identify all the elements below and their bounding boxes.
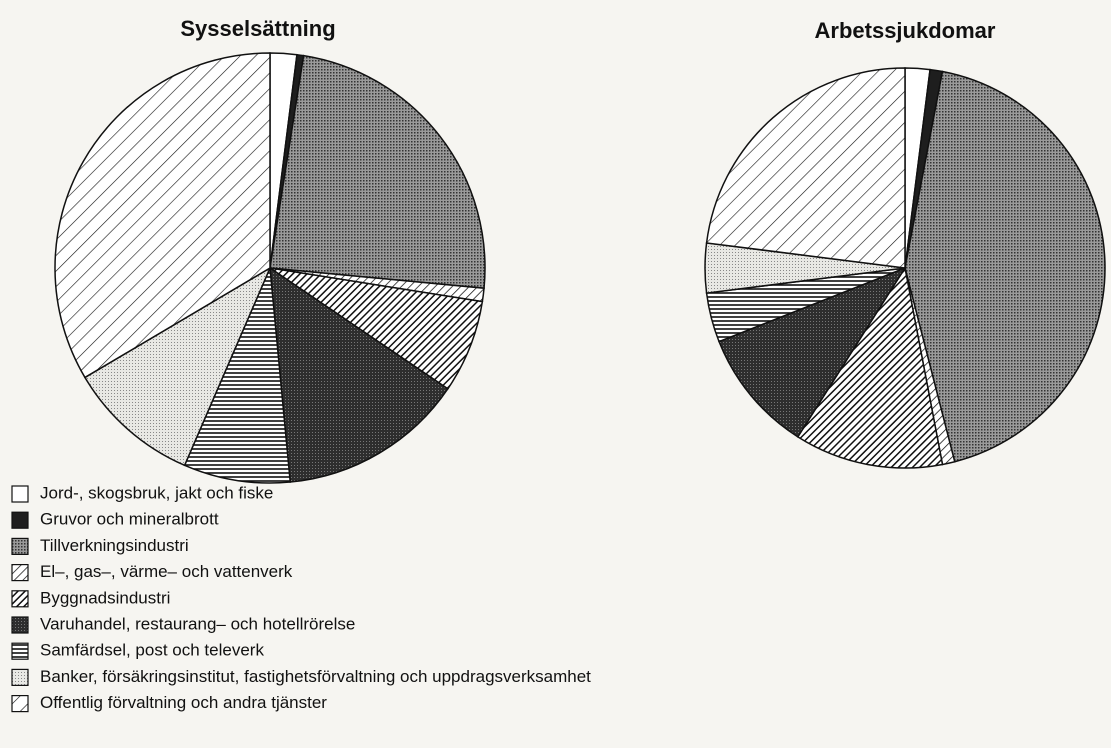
legend-swatch — [11, 616, 29, 634]
legend-swatch — [11, 642, 29, 660]
chart-title: Arbetssjukdomar — [815, 18, 996, 43]
legend-label: Tillverkningsindustri — [40, 536, 189, 555]
pie-slice — [718, 266, 907, 438]
pie-slice — [54, 52, 271, 379]
legend-label: Samfärdsel, post och televerk — [40, 641, 264, 660]
pie-slice — [269, 54, 486, 290]
legend-swatch — [11, 511, 29, 529]
legend-label: Byggnadsindustri — [40, 588, 170, 607]
legend-label: Banker, försäkringsinstitut, fastighetsf… — [40, 667, 591, 686]
legend-label: Gruvor och mineralbrott — [40, 510, 219, 529]
legend-swatch — [11, 694, 29, 713]
pie-slice — [705, 67, 906, 269]
legend-swatch — [11, 485, 29, 503]
legend-swatch — [11, 668, 29, 687]
pie-slice — [904, 70, 1106, 463]
legend-swatch — [11, 563, 29, 582]
legend-label: Varuhandel, restaurang– och hotellrörels… — [40, 614, 355, 633]
legend-swatch — [11, 590, 29, 608]
pie-slice — [269, 266, 449, 483]
legend-label: Offentlig förvaltning och andra tjänster — [40, 693, 327, 712]
pie-slice — [183, 267, 292, 484]
pie-slice — [796, 265, 944, 469]
legend-swatch — [11, 537, 29, 556]
legend-label: El–, gas–, värme– och vattenverk — [40, 562, 293, 581]
pie-slice — [83, 266, 272, 467]
legend-label: Jord-, skogsbruk, jakt och fiske — [40, 483, 273, 502]
chart-title: Sysselsättning — [180, 16, 335, 41]
